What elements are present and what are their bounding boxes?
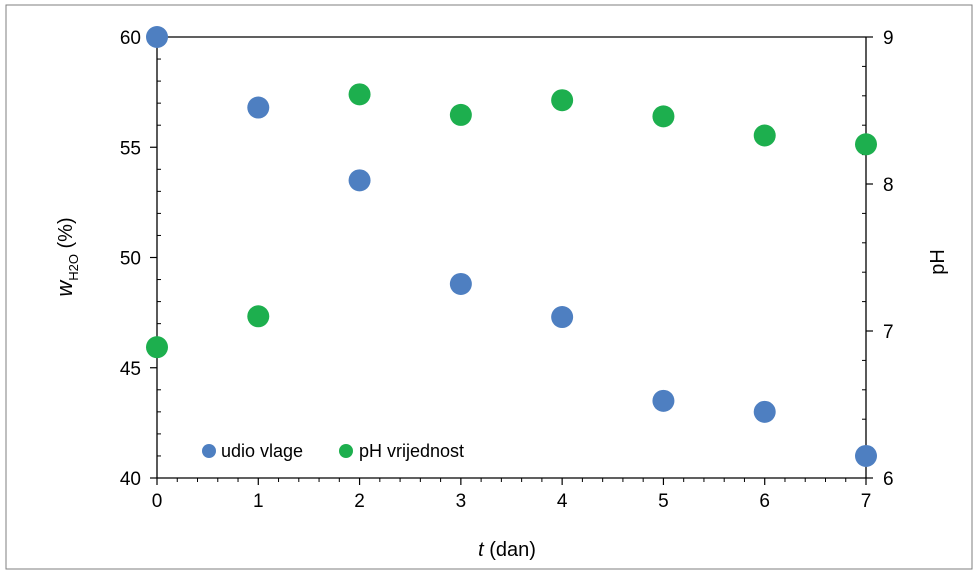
ph-point: [652, 105, 675, 128]
legend-label-ph-vrijednost: pH vrijednost: [359, 441, 464, 461]
x-axis-title-italic: t: [478, 539, 485, 561]
y-axis-title: wH2O (%): [52, 217, 81, 296]
y2-tick-label: 9: [883, 28, 894, 49]
x-tick-label: 2: [354, 491, 365, 512]
moisture-point: [551, 306, 574, 329]
ph-point: [247, 305, 270, 328]
x-tick-label: 4: [557, 491, 568, 512]
moisture-point: [146, 26, 168, 48]
y-axis-title-subscript: H2O: [66, 254, 81, 281]
ph-point: [348, 83, 371, 106]
legend: udio vlage pH vrijednost: [202, 441, 464, 461]
axes: [150, 36, 873, 485]
x-axis-title: t (dan): [478, 539, 536, 561]
data-points: [146, 26, 877, 467]
x-tick-label: 7: [861, 491, 872, 512]
x-tick-label: 1: [253, 491, 264, 512]
y2-tick-label: 7: [883, 322, 894, 343]
y-tick-label: 45: [120, 359, 141, 380]
moisture-point: [348, 169, 371, 192]
ph-point: [146, 336, 168, 359]
x-tick-label: 3: [456, 491, 467, 512]
moisture-point: [855, 444, 877, 467]
y2-tick-label: 8: [883, 175, 894, 196]
x-tick-label: 0: [152, 491, 163, 512]
chart-frame: [5, 4, 973, 570]
ph-point: [855, 133, 877, 156]
ph-point: [551, 89, 574, 112]
moisture-point: [652, 389, 675, 412]
x-tick-label: 5: [658, 491, 669, 512]
ph-point: [449, 103, 472, 126]
ph-point: [753, 124, 776, 147]
legend-label-udio-vlage: udio vlage: [221, 441, 303, 461]
y-axis-title-italic: w: [52, 279, 77, 297]
y2-axis-title: pH: [927, 249, 949, 275]
legend-marker-ph-vrijednost: [339, 444, 353, 458]
x-axis-title-unit: (dan): [484, 539, 536, 561]
legend-marker-udio-vlage: [202, 444, 216, 458]
x-tick-label: 6: [759, 491, 770, 512]
y-axis-title-unit: (%): [55, 217, 77, 254]
moisture-point: [753, 400, 776, 423]
y-tick-label: 55: [120, 138, 141, 159]
moisture-point: [247, 96, 270, 119]
y-tick-label: 50: [120, 249, 141, 270]
y-tick-label: 40: [120, 469, 141, 490]
moisture-point: [449, 272, 472, 295]
y2-tick-label: 6: [883, 469, 894, 490]
y-tick-label: 60: [120, 28, 141, 49]
